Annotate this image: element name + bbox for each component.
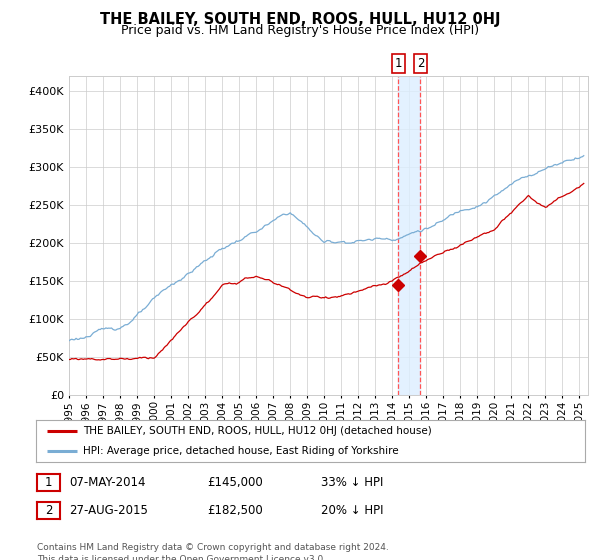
Text: 1: 1 <box>45 476 52 489</box>
Text: £145,000: £145,000 <box>207 476 263 489</box>
Text: 33% ↓ HPI: 33% ↓ HPI <box>321 476 383 489</box>
Text: 2: 2 <box>416 57 424 70</box>
Text: THE BAILEY, SOUTH END, ROOS, HULL, HU12 0HJ (detached house): THE BAILEY, SOUTH END, ROOS, HULL, HU12 … <box>83 426 431 436</box>
Text: £182,500: £182,500 <box>207 504 263 517</box>
Text: 1: 1 <box>395 57 402 70</box>
Text: Contains HM Land Registry data © Crown copyright and database right 2024.
This d: Contains HM Land Registry data © Crown c… <box>37 543 389 560</box>
Text: 07-MAY-2014: 07-MAY-2014 <box>69 476 146 489</box>
Text: Price paid vs. HM Land Registry's House Price Index (HPI): Price paid vs. HM Land Registry's House … <box>121 24 479 36</box>
Text: 2: 2 <box>45 504 52 517</box>
Text: HPI: Average price, detached house, East Riding of Yorkshire: HPI: Average price, detached house, East… <box>83 446 398 456</box>
Text: 20% ↓ HPI: 20% ↓ HPI <box>321 504 383 517</box>
Text: 27-AUG-2015: 27-AUG-2015 <box>69 504 148 517</box>
Bar <box>398 76 421 395</box>
Text: THE BAILEY, SOUTH END, ROOS, HULL, HU12 0HJ: THE BAILEY, SOUTH END, ROOS, HULL, HU12 … <box>100 12 500 27</box>
